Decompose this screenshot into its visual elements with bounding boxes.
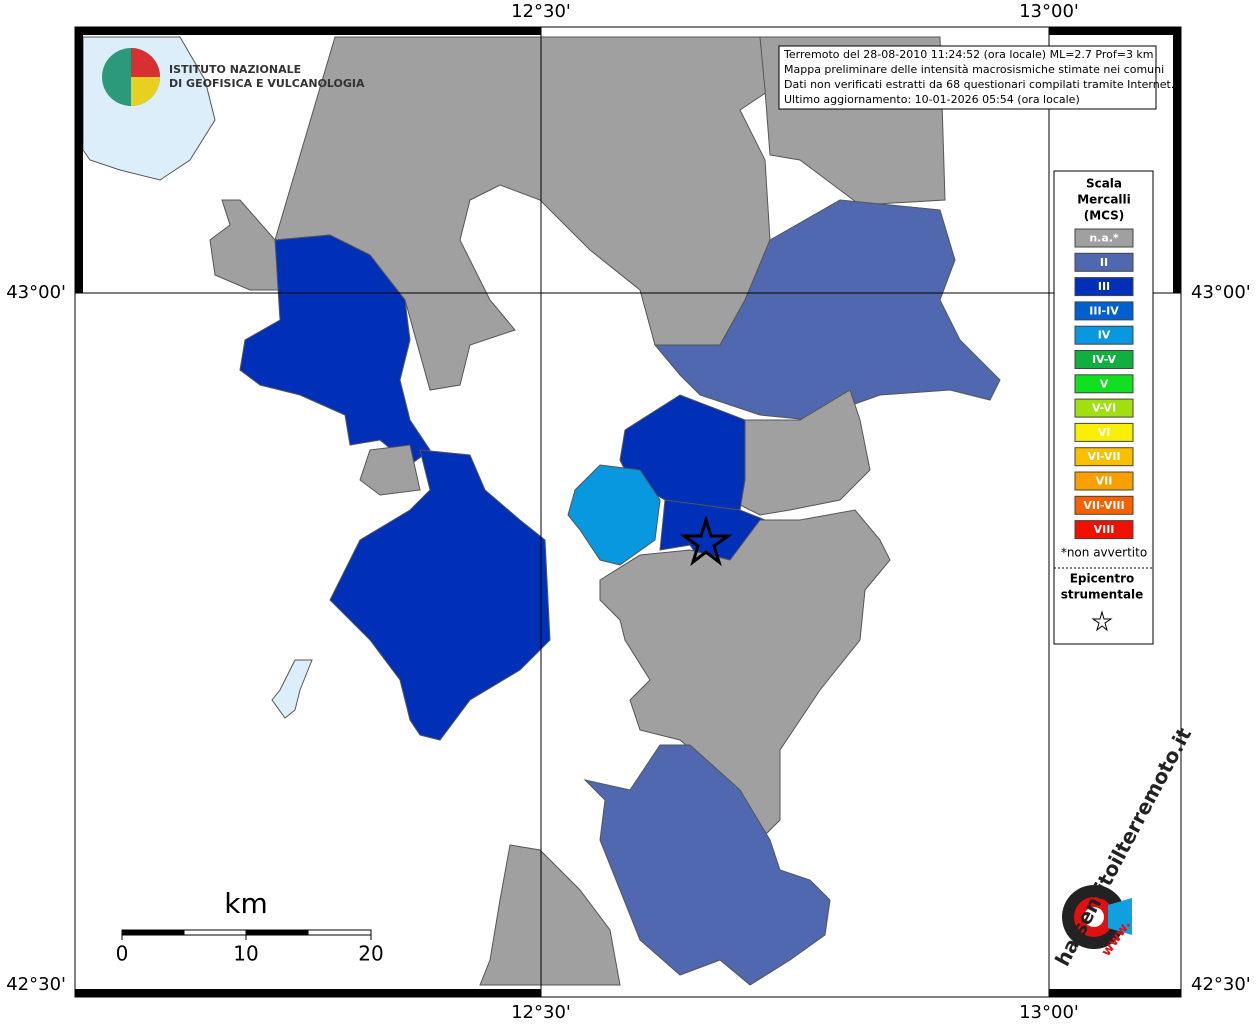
info-line: Mappa preliminare delle intensità macros… <box>784 63 1164 76</box>
legend-title: Mercalli <box>1077 193 1131 207</box>
region <box>739 389 871 516</box>
legend-swatch <box>1074 228 1134 248</box>
legend-swatch <box>1074 277 1134 297</box>
info-line: Dati non verificati estratti da 68 quest… <box>784 78 1174 91</box>
legend-swatch <box>1074 374 1134 394</box>
legend-swatch <box>1074 301 1134 321</box>
graticule <box>75 27 1181 997</box>
scale-label: 10 <box>233 942 258 966</box>
legend-label: III <box>1098 280 1110 293</box>
axis-label: 13°00' <box>1019 1 1079 22</box>
frame-band <box>1049 989 1181 997</box>
region <box>583 744 831 986</box>
legend-label: n.a.* <box>1089 232 1119 245</box>
region <box>329 449 551 741</box>
scale-label: 20 <box>358 942 383 966</box>
legend-epicenter: Epicentro <box>1070 572 1135 586</box>
legend-swatch <box>1074 447 1134 467</box>
region <box>599 509 891 841</box>
scale-bar <box>121 929 372 940</box>
legend-epicenter: strumentale <box>1061 588 1144 602</box>
info-line: Terremoto del 28-08-2010 11:24:52 (ora l… <box>783 48 1154 61</box>
legend-label: VIII <box>1094 523 1115 536</box>
legend-label: VII <box>1096 475 1113 488</box>
legend-star <box>1091 610 1113 632</box>
legend-label: VII-VIII <box>1083 499 1124 512</box>
region <box>479 844 621 986</box>
logo <box>102 48 160 106</box>
logo-globe <box>131 77 160 106</box>
legend-label: VI <box>1098 426 1111 439</box>
scale-segment <box>307 929 372 936</box>
legend-title: (MCS) <box>1084 209 1125 223</box>
scale-label: 0 <box>116 942 129 966</box>
region <box>653 199 1001 421</box>
axis-label: 42°30' <box>6 974 66 995</box>
legend-swatch <box>1074 471 1134 491</box>
legend-swatch <box>1074 398 1134 418</box>
info-box <box>778 45 1157 110</box>
site-logo-target <box>1084 907 1104 927</box>
legend-label: VI-VII <box>1087 450 1120 463</box>
legend-label: IV <box>1098 329 1111 342</box>
lake <box>271 659 313 719</box>
region <box>567 464 661 566</box>
axis-label: 43°00' <box>1191 282 1251 303</box>
scale-segment <box>183 929 247 936</box>
legend-swatch <box>1074 520 1134 540</box>
legend-swatch <box>1074 350 1134 369</box>
logo-globe <box>131 48 160 77</box>
site-logo <box>1062 885 1132 949</box>
legend-label: II <box>1100 256 1108 269</box>
legend-label: V-VI <box>1092 402 1116 415</box>
frame-band <box>75 27 83 293</box>
scale-segment <box>245 929 309 936</box>
frame-band <box>75 989 541 997</box>
scale-unit: km <box>224 887 268 920</box>
axis-label: 42°30' <box>1191 974 1251 995</box>
scale-segment <box>121 929 185 936</box>
legend-note: *non avvertito <box>1061 546 1147 560</box>
frame <box>74 26 1182 998</box>
region <box>359 444 421 496</box>
frame-band <box>75 27 541 35</box>
frame-border <box>74 26 1182 998</box>
site-logo-speaker <box>1108 898 1132 935</box>
axis-label: 13°00' <box>1019 1002 1079 1023</box>
frame-band <box>1049 27 1181 35</box>
logo-text: DI GEOFISICA E VULCANOLOGIA <box>169 77 365 90</box>
frame-band <box>1173 27 1181 293</box>
legend-label: IV-V <box>1092 353 1117 366</box>
axis-label: 12°30' <box>511 1 571 22</box>
epicenter-star <box>679 514 733 567</box>
legend-label: III-IV <box>1089 304 1119 317</box>
legend-label: V <box>1100 377 1109 390</box>
legend-swatch <box>1074 422 1134 442</box>
info-line: Ultimo aggiornamento: 10-01-2026 05:54 (… <box>784 93 1080 106</box>
legend-swatch <box>1074 495 1134 515</box>
logo-text: ISTITUTO NAZIONALE <box>169 63 301 76</box>
axis-label: 12°30' <box>511 1002 571 1023</box>
legend-swatch <box>1074 325 1134 345</box>
axis-label: 43°00' <box>6 282 66 303</box>
legend-title: Scala <box>1086 177 1122 191</box>
legend-swatch <box>1074 252 1134 272</box>
